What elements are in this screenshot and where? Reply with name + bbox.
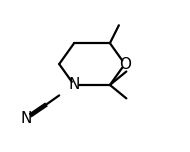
Text: O: O — [119, 57, 131, 72]
Text: N: N — [20, 111, 32, 126]
Text: N: N — [68, 78, 80, 92]
